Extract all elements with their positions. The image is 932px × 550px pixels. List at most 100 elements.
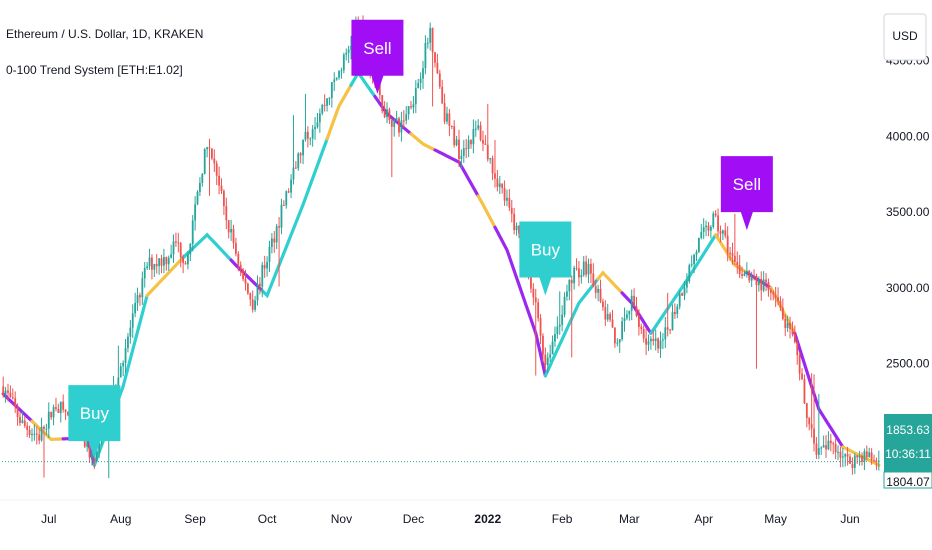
candle bbox=[155, 253, 158, 274]
candle bbox=[539, 314, 542, 345]
candle bbox=[717, 208, 719, 237]
candle bbox=[626, 310, 628, 321]
candle bbox=[4, 387, 7, 403]
y-tick-label: 3000.00 bbox=[886, 281, 930, 295]
candle bbox=[383, 101, 386, 119]
candle bbox=[556, 316, 559, 339]
signal-label: Sell bbox=[733, 175, 761, 194]
candle bbox=[62, 394, 65, 413]
trend-line-down bbox=[373, 95, 413, 136]
x-tick-label: Mar bbox=[619, 512, 640, 526]
candle bbox=[544, 347, 547, 371]
candle bbox=[611, 309, 614, 328]
candle bbox=[407, 106, 410, 120]
currency-button-frame bbox=[883, 13, 927, 61]
trend-line-neutral bbox=[325, 83, 353, 141]
last-price-value: 1853.63 bbox=[886, 423, 930, 437]
candle bbox=[43, 425, 45, 478]
candle bbox=[707, 221, 710, 237]
sell-signal: Sell bbox=[351, 19, 404, 94]
candle bbox=[292, 115, 295, 185]
candle bbox=[532, 283, 535, 306]
candle bbox=[448, 108, 451, 137]
candle bbox=[453, 120, 456, 148]
candle bbox=[714, 210, 717, 218]
candle bbox=[580, 269, 583, 284]
candle bbox=[832, 441, 835, 455]
trend-line-neutral bbox=[409, 132, 437, 152]
candle bbox=[333, 72, 336, 92]
candle bbox=[9, 385, 12, 398]
candle bbox=[16, 403, 19, 426]
candle bbox=[817, 394, 820, 460]
currency-button[interactable]: USD bbox=[883, 13, 927, 61]
signal-callout bbox=[519, 221, 572, 296]
candle bbox=[599, 279, 602, 304]
candle bbox=[158, 258, 161, 275]
candle bbox=[700, 223, 703, 240]
candle bbox=[563, 292, 566, 318]
candle bbox=[304, 93, 307, 142]
signal-label: Buy bbox=[80, 404, 110, 423]
candle bbox=[182, 254, 185, 274]
trend-line-up bbox=[260, 137, 329, 299]
chart-title: Ethereum / U.S. Dollar, 1D, KRAKEN bbox=[6, 27, 203, 41]
candle bbox=[649, 335, 652, 350]
candle bbox=[280, 198, 283, 235]
candle bbox=[347, 45, 350, 64]
candle bbox=[297, 152, 300, 171]
candle bbox=[765, 273, 767, 292]
candle bbox=[258, 277, 261, 295]
candle bbox=[127, 332, 129, 353]
candle bbox=[282, 200, 285, 206]
signal-callout bbox=[68, 385, 121, 460]
candle bbox=[709, 224, 712, 239]
candle bbox=[167, 255, 170, 271]
candle bbox=[210, 148, 213, 161]
candle bbox=[654, 329, 657, 351]
candle bbox=[450, 125, 453, 130]
candle bbox=[637, 309, 640, 336]
candle bbox=[652, 330, 655, 346]
candle bbox=[729, 246, 731, 261]
candle bbox=[767, 278, 770, 297]
candle bbox=[568, 279, 571, 301]
candle bbox=[868, 447, 871, 458]
candle bbox=[163, 248, 165, 274]
candle bbox=[645, 328, 648, 356]
candle bbox=[839, 446, 842, 468]
candle bbox=[851, 457, 854, 475]
candle bbox=[330, 81, 333, 108]
candle bbox=[503, 180, 506, 206]
signal-callout bbox=[720, 156, 773, 231]
candle bbox=[35, 426, 38, 445]
candle bbox=[194, 196, 197, 231]
candle bbox=[458, 129, 460, 167]
candle bbox=[510, 199, 513, 223]
last-price-label: 1853.63 10:36:11 1804.07 bbox=[883, 414, 932, 489]
candle bbox=[496, 169, 499, 192]
candle bbox=[570, 275, 573, 358]
candle bbox=[232, 224, 235, 249]
candle bbox=[834, 438, 837, 460]
candle bbox=[206, 146, 209, 158]
candle bbox=[302, 139, 304, 165]
candle bbox=[220, 178, 223, 195]
x-tick-label: Sep bbox=[184, 512, 206, 526]
candle bbox=[863, 448, 866, 471]
candle bbox=[198, 177, 201, 197]
candle bbox=[278, 217, 280, 287]
candle bbox=[335, 77, 338, 81]
candle bbox=[318, 108, 321, 133]
candle bbox=[414, 80, 417, 114]
candle bbox=[515, 222, 518, 236]
candle bbox=[616, 338, 619, 347]
candle bbox=[455, 135, 458, 147]
candle bbox=[875, 457, 878, 471]
candle bbox=[405, 106, 408, 125]
candle bbox=[393, 118, 396, 137]
candle bbox=[177, 232, 180, 253]
candle bbox=[160, 254, 163, 274]
candle bbox=[460, 149, 463, 169]
